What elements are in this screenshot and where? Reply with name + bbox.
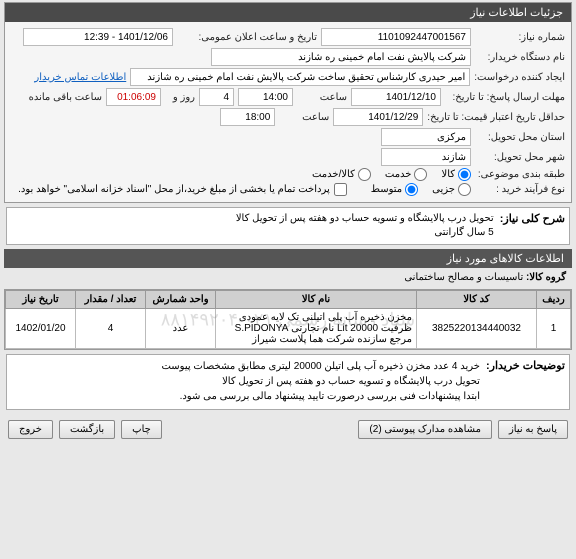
credit-date-field[interactable] bbox=[333, 108, 423, 126]
panel-title: جزئیات اطلاعات نیاز bbox=[5, 3, 571, 22]
desc-text: تحویل درب پالایشگاه و تسویه حساب دو هفته… bbox=[236, 212, 494, 240]
province-label: استان محل تحویل: bbox=[475, 132, 565, 143]
grouping-label: طبقه بندی موضوعی: bbox=[475, 169, 565, 180]
reply-button[interactable]: پاسخ به نیاز bbox=[498, 420, 568, 439]
radio-mid[interactable]: متوسط bbox=[371, 183, 418, 196]
desc-label: شرح کلی نیاز: bbox=[494, 212, 565, 240]
cell-code: 3825220134440032 bbox=[417, 309, 537, 349]
col-idx: ردیف bbox=[537, 291, 571, 309]
time-label-2: ساعت bbox=[279, 112, 329, 123]
cell-idx: 1 bbox=[537, 309, 571, 349]
cell-name: مخزن ذخیره آب پلی اتیلنی تک لایه عمودی ظ… bbox=[216, 309, 417, 349]
col-unit: واحد شمارش bbox=[146, 291, 216, 309]
partial-pay-label: پرداخت تمام یا بخشی از مبلغ خرید،از محل … bbox=[18, 184, 330, 195]
day-label: روز و bbox=[165, 92, 195, 103]
deadline-date-field[interactable] bbox=[351, 88, 441, 106]
notes-text: خرید 4 عدد مخزن ذخیره آب پلی اتیلن 20000… bbox=[161, 359, 480, 405]
need-no-label: شماره نیاز: bbox=[475, 32, 565, 43]
device-label: نام دستگاه خریدار: bbox=[475, 52, 565, 63]
need-no-field[interactable] bbox=[321, 28, 471, 46]
group-row: گروه کالا: تاسیسات و مصالح ساختمانی bbox=[0, 268, 576, 287]
province-field[interactable] bbox=[381, 128, 471, 146]
partial-pay-check[interactable]: پرداخت تمام یا بخشی از مبلغ خرید،از محل … bbox=[18, 183, 347, 196]
attachments-button[interactable]: مشاهده مدارک پیوستی (2) bbox=[358, 420, 492, 439]
radio-low[interactable]: جزیی bbox=[432, 183, 471, 196]
group-label: گروه کالا: bbox=[526, 272, 566, 283]
credit-label: حداقل تاریخ اعتبار قیمت: تا تاریخ: bbox=[427, 112, 565, 123]
col-qty: تعداد / مقدار bbox=[76, 291, 146, 309]
radio-both[interactable]: کالا/خدمت bbox=[312, 168, 371, 181]
credit-time-field[interactable] bbox=[220, 108, 275, 126]
items-section-title: اطلاعات کالاهای مورد نیاز bbox=[4, 249, 572, 268]
time-label-1: ساعت bbox=[297, 92, 347, 103]
days-field[interactable] bbox=[199, 88, 234, 106]
need-details-panel: جزئیات اطلاعات نیاز شماره نیاز: تاریخ و … bbox=[4, 2, 572, 203]
city-field[interactable] bbox=[381, 148, 471, 166]
items-table-wrap: ستاد رسانه رسمی ۰۲۱-۸۸۱۴۹۲۰۴ ردیف کد کال… bbox=[4, 289, 572, 350]
cell-unit: عدد bbox=[146, 309, 216, 349]
description-box: شرح کلی نیاز: تحویل درب پالایشگاه و تسوی… bbox=[6, 207, 570, 245]
partial-pay-checkbox[interactable] bbox=[334, 183, 347, 196]
cell-qty: 4 bbox=[76, 309, 146, 349]
table-row[interactable]: 1 3825220134440032 مخزن ذخیره آب پلی اتی… bbox=[6, 309, 571, 349]
contact-link[interactable]: اطلاعات تماس خریدار bbox=[34, 72, 126, 83]
button-bar: پاسخ به نیاز مشاهده مدارک پیوستی (2) چاپ… bbox=[0, 414, 576, 445]
grouping-radio-group: کالا خدمت کالا/خدمت bbox=[312, 168, 471, 181]
col-name: نام کالا bbox=[216, 291, 417, 309]
remain-label: ساعت باقی مانده bbox=[29, 92, 102, 103]
announce-label: تاریخ و ساعت اعلان عمومی: bbox=[177, 32, 317, 43]
col-code: کد کالا bbox=[417, 291, 537, 309]
city-label: شهر محل تحویل: bbox=[475, 152, 565, 163]
buytype-radio-group: جزیی متوسط bbox=[371, 183, 471, 196]
back-button[interactable]: بازگشت bbox=[59, 420, 115, 439]
cell-date: 1402/01/20 bbox=[6, 309, 76, 349]
announce-field[interactable] bbox=[23, 28, 173, 46]
exit-button[interactable]: خروج bbox=[8, 420, 53, 439]
deadline-time-field[interactable] bbox=[238, 88, 293, 106]
remain-time-field bbox=[106, 88, 161, 106]
notes-box: توضیحات خریدار: خرید 4 عدد مخزن ذخیره آب… bbox=[6, 354, 570, 410]
form-area: شماره نیاز: تاریخ و ساعت اعلان عمومی: نا… bbox=[5, 22, 571, 202]
radio-service[interactable]: خدمت bbox=[385, 168, 428, 181]
creator-label: ایجاد کننده درخواست: bbox=[474, 72, 565, 83]
deadline-label: مهلت ارسال پاسخ: تا تاریخ: bbox=[445, 92, 565, 103]
buytype-label: نوع فرآیند خرید : bbox=[475, 184, 565, 195]
creator-field[interactable] bbox=[130, 68, 470, 86]
notes-label: توضیحات خریدار: bbox=[480, 359, 565, 405]
group-value: تاسیسات و مصالح ساختمانی bbox=[404, 272, 523, 283]
device-field[interactable] bbox=[211, 48, 471, 66]
print-button[interactable]: چاپ bbox=[121, 420, 162, 439]
radio-goods[interactable]: کالا bbox=[441, 168, 471, 181]
col-date: تاریخ نیاز bbox=[6, 291, 76, 309]
items-table: ردیف کد کالا نام کالا واحد شمارش تعداد /… bbox=[5, 290, 571, 349]
